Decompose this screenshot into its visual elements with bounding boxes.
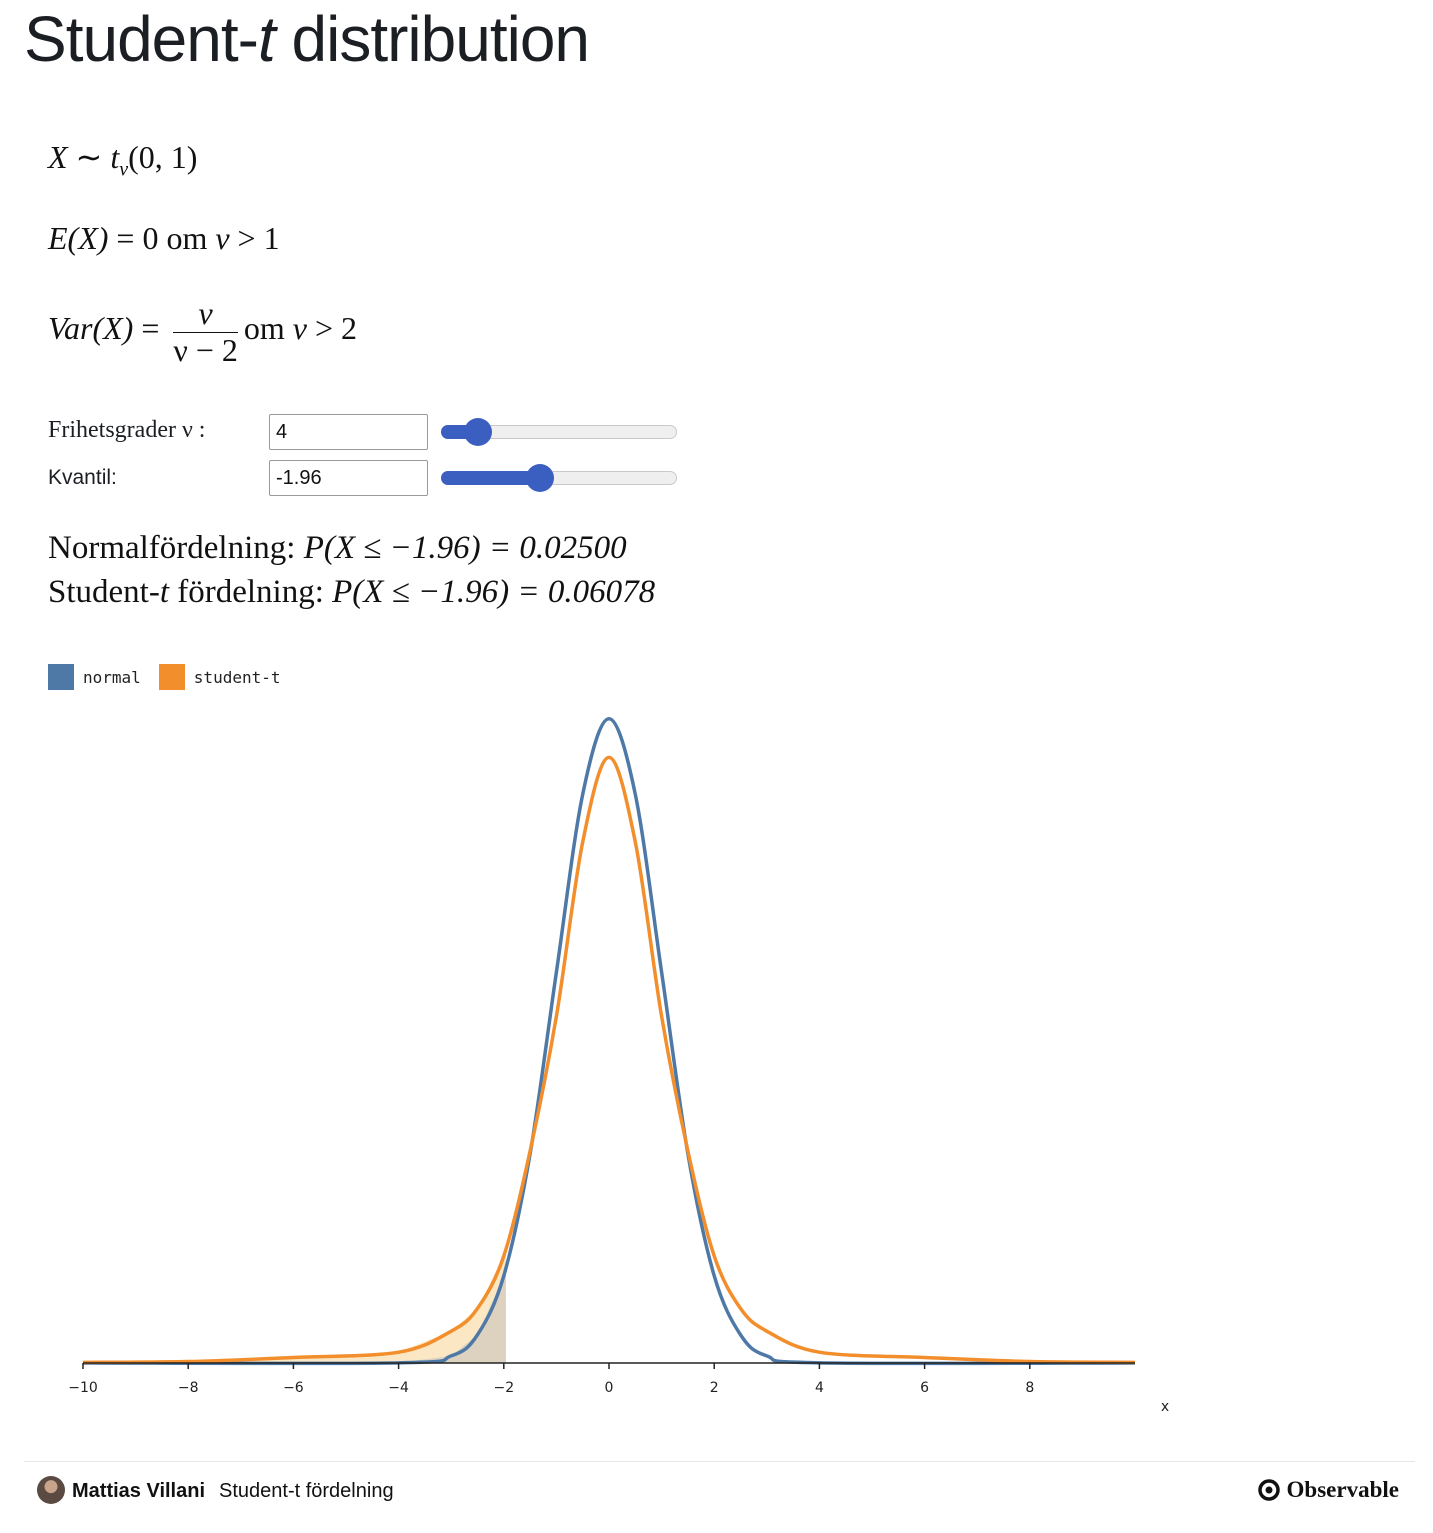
series-line-student-t [82,755,1136,1365]
x-tick-label: −10 [68,1380,98,1396]
x-tick-label: 8 [1025,1380,1034,1396]
tail-area-student-t [83,1247,506,1363]
chart-legend: normal student-t [48,664,299,690]
author-avatar[interactable] [37,1476,65,1504]
tail-area-normal [83,1266,506,1363]
density-chart: −10 −8 −6 −4 −2 0 2 4 6 8 x [68,717,1169,1415]
normal-probability: Normalfördelning: P(X ≤ −1.96) = 0.02500 [48,530,627,566]
legend-item-normal: normal [48,664,141,690]
x-tick-label: −4 [388,1380,409,1396]
legend-label-student-t: student-t [193,667,281,687]
x-axis-label: x [1161,1399,1169,1415]
df-slider[interactable] [441,416,677,448]
x-tick-label: 6 [920,1380,929,1396]
formula-distribution: X ∼ tν(0, 1) [48,139,198,181]
legend-swatch-student-t [158,664,185,690]
density-lines-group [82,717,1136,1366]
author-name[interactable]: Mattias Villani [72,1480,206,1502]
observable-wordmark: Observable [1286,1477,1399,1502]
notebook-title[interactable]: Student-t fördelning [219,1480,394,1502]
tail-area-group [83,1247,506,1363]
quantile-slider-thumb[interactable] [526,464,555,492]
observable-logo-icon [1257,1479,1280,1501]
student-probability: Student-t fördelning: P(X ≤ −1.96) = 0.0… [48,574,656,610]
footer: Mattias Villani Student-t fördelning Obs… [24,1461,1415,1522]
df-input[interactable] [269,414,428,450]
df-slider-thumb[interactable] [463,418,492,446]
series-line-normal [82,717,1136,1366]
x-tick-label: 2 [710,1380,719,1396]
df-label: Frihetsgrader ν : [48,417,206,443]
legend-swatch-normal [48,664,74,690]
legend-item-student-t: student-t [158,664,281,690]
quantile-slider[interactable] [441,462,677,494]
x-tick-label: −2 [493,1380,514,1396]
x-axis: −10 −8 −6 −4 −2 0 2 4 6 8 x [68,1362,1169,1415]
legend-label-normal: normal [83,667,141,687]
observable-brand[interactable]: Observable [1257,1477,1399,1503]
x-tick-label: 0 [605,1380,614,1396]
page-title: Student-t distribution [24,3,590,75]
x-tick-label: −6 [283,1380,304,1396]
quantile-input[interactable] [269,460,428,496]
quantile-label: Kvantil: [48,466,117,489]
x-tick-label: −8 [178,1380,199,1396]
x-tick-label: 4 [815,1380,824,1396]
quantile-slider-fill [441,471,551,485]
formula-expectation: E(X) = 0 om ν > 1 [48,220,280,256]
